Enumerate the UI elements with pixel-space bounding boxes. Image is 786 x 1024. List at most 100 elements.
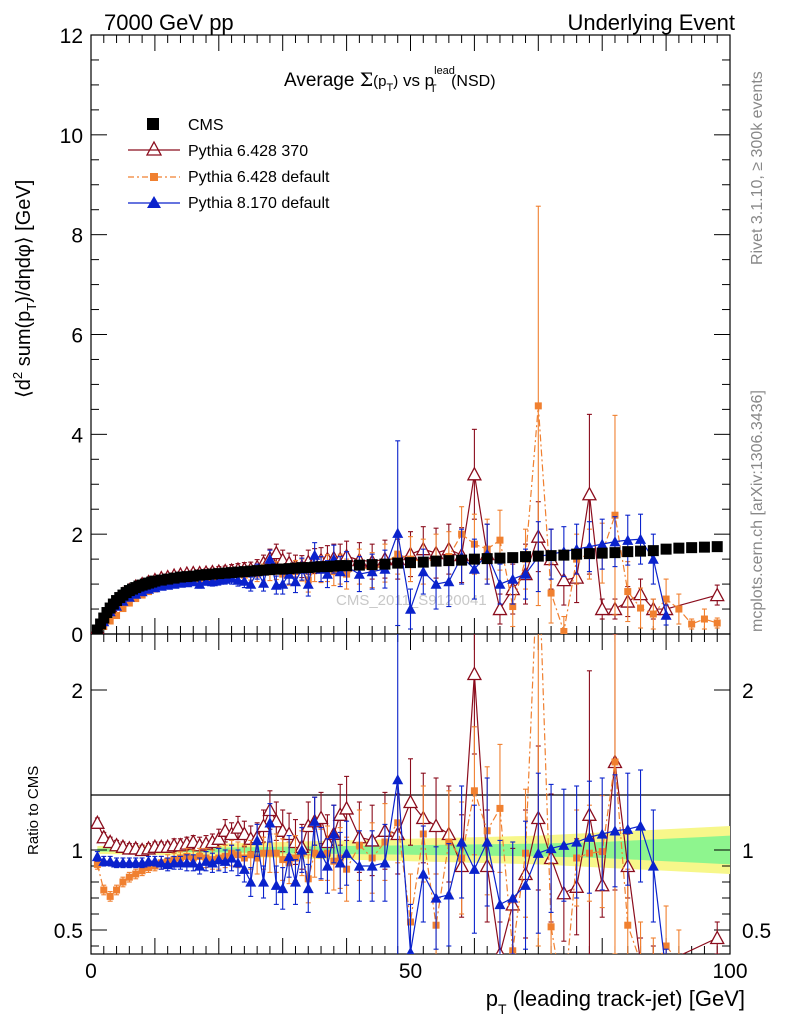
main-y-axis-label: ⟨d2 sum(pT)/dηdφ⟩ [GeV] xyxy=(10,180,39,398)
data-point xyxy=(520,879,532,890)
data-point xyxy=(468,563,480,574)
data-point xyxy=(315,847,327,858)
ratio-y-axis-label: Ratio to CMS xyxy=(25,766,42,855)
data-point xyxy=(609,825,621,836)
data-point xyxy=(219,567,231,579)
y-tick-label: 6 xyxy=(71,325,83,348)
data-point xyxy=(245,876,257,887)
data-point xyxy=(138,867,146,875)
data-point xyxy=(688,620,696,628)
data-point xyxy=(334,566,346,577)
data-point xyxy=(481,836,493,847)
data-point xyxy=(125,599,133,607)
data-point xyxy=(466,666,482,681)
data-point xyxy=(113,886,121,894)
data-point xyxy=(283,563,295,575)
data-point xyxy=(145,864,153,872)
data-point xyxy=(353,559,365,571)
data-point xyxy=(596,547,608,559)
data-point xyxy=(104,855,116,866)
data-point xyxy=(494,898,506,910)
data-point xyxy=(662,942,670,950)
data-point xyxy=(264,817,276,828)
data-point xyxy=(611,511,619,519)
y-tick-label: 12 xyxy=(60,25,83,48)
data-point xyxy=(635,545,647,557)
data-point xyxy=(91,814,105,829)
data-point xyxy=(392,557,404,569)
x-axis-label: pT (leading track-jet) [GeV] xyxy=(486,986,745,1017)
data-point xyxy=(309,561,321,573)
data-point xyxy=(520,551,532,563)
data-point xyxy=(106,892,114,900)
data-point xyxy=(470,787,478,795)
y-tick-label-right: 0.5 xyxy=(742,920,771,943)
data-point xyxy=(277,563,289,575)
data-point xyxy=(609,547,621,559)
data-point xyxy=(174,571,186,583)
data-point xyxy=(302,562,314,574)
data-point xyxy=(583,548,595,560)
data-point xyxy=(496,536,504,544)
data-point xyxy=(341,847,353,858)
data-point xyxy=(686,542,698,554)
data-point xyxy=(328,560,340,572)
data-point xyxy=(466,466,482,481)
data-point xyxy=(660,609,672,620)
data-point xyxy=(545,550,557,562)
data-point xyxy=(309,815,321,826)
data-point xyxy=(194,578,206,589)
data-point xyxy=(443,889,455,900)
main-axis-ticks: 0 2 4 6 8 10 12 xyxy=(60,25,731,647)
data-point xyxy=(417,566,429,577)
data-point xyxy=(379,857,391,868)
data-point xyxy=(507,552,519,564)
data-point xyxy=(289,576,301,587)
data-point xyxy=(366,566,378,577)
data-point xyxy=(622,546,634,558)
data-point xyxy=(496,804,504,812)
data-point xyxy=(132,870,140,878)
data-point xyxy=(647,860,659,871)
legend: CMS Pythia 6.428 370 Pythia 6.428 defaul… xyxy=(128,117,330,212)
data-point xyxy=(635,820,647,831)
y-tick-label: 8 xyxy=(71,225,83,248)
data-point xyxy=(366,559,378,571)
data-point xyxy=(270,563,282,575)
data-point xyxy=(270,879,282,890)
data-point xyxy=(609,536,621,547)
data-point xyxy=(296,562,308,574)
data-point xyxy=(558,839,570,850)
data-point xyxy=(402,794,419,809)
data-point xyxy=(313,810,329,825)
data-point xyxy=(583,831,595,842)
data-point xyxy=(596,828,608,839)
data-point xyxy=(428,818,444,833)
data-point xyxy=(392,774,404,785)
data-point xyxy=(100,886,108,894)
data-point xyxy=(534,402,542,410)
data-point xyxy=(119,605,127,613)
data-point xyxy=(709,587,725,602)
data-point xyxy=(649,610,657,618)
data-point xyxy=(113,612,121,620)
data-point xyxy=(443,576,455,587)
data-point xyxy=(456,836,468,847)
data-point xyxy=(260,849,268,857)
data-point xyxy=(339,800,355,815)
data-point xyxy=(311,849,319,857)
data-point xyxy=(106,617,114,625)
data-point xyxy=(194,569,206,581)
data-point xyxy=(162,573,174,585)
legend-label-cms: CMS xyxy=(188,117,224,134)
data-point xyxy=(277,882,289,894)
rivet-label: Rivet 3.1.10, ≥ 300k events xyxy=(749,71,766,265)
data-point xyxy=(443,555,455,567)
data-point xyxy=(238,863,250,874)
data-point xyxy=(341,560,353,572)
y-tick-label: 4 xyxy=(71,424,83,447)
y-tick-label: 1 xyxy=(71,840,83,863)
data-point xyxy=(456,554,468,566)
x-tick-label: 100 xyxy=(712,960,747,983)
